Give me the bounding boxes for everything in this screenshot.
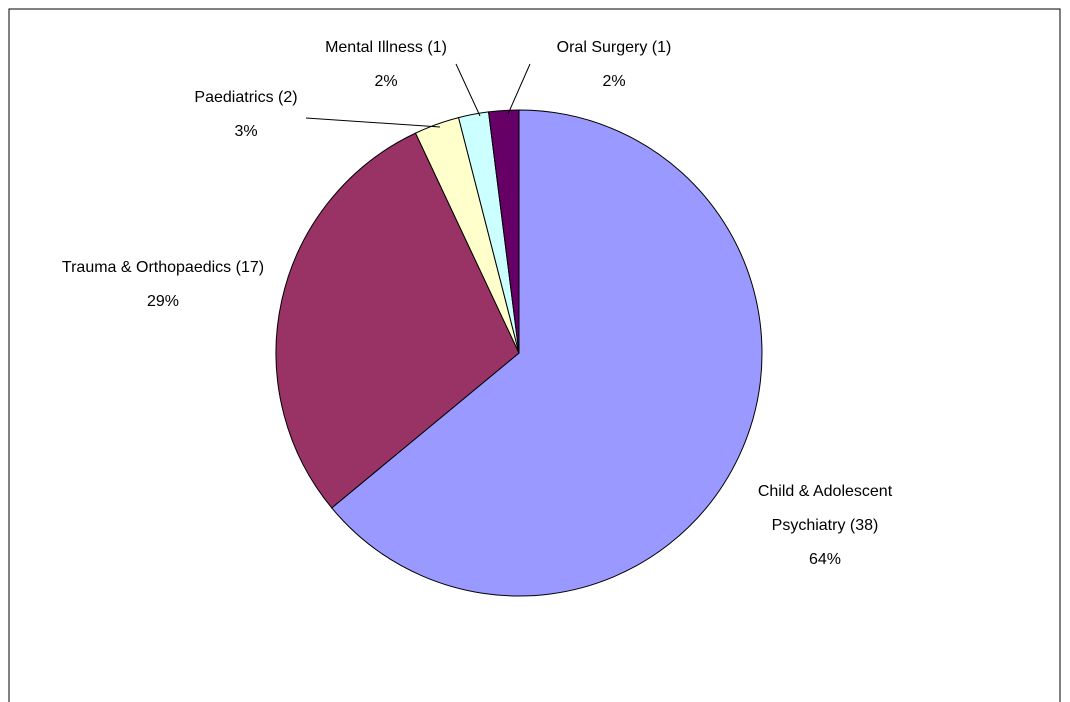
pie-slice xyxy=(487,109,520,354)
category-label: Mental Illness (1) xyxy=(325,39,447,56)
value-label: 2% xyxy=(374,73,398,90)
category-label: Paediatrics (2) xyxy=(194,89,298,106)
slice-label: Oral Surgery (1) 2% xyxy=(514,31,714,99)
category-label: Oral Surgery (1) xyxy=(556,39,672,56)
leader-line xyxy=(455,63,481,117)
leader-line xyxy=(507,63,531,115)
leader-line xyxy=(305,117,441,128)
value-label: 64% xyxy=(808,551,842,568)
pie xyxy=(275,109,763,597)
slice-label: Trauma & Orthopaedics (17) 29% xyxy=(57,251,269,319)
value-label: 2% xyxy=(602,73,626,90)
value-label: 3% xyxy=(234,123,258,140)
category-label: Trauma & Orthopaedics (17) xyxy=(61,259,265,276)
slice-label: Paediatrics (2) 3% xyxy=(146,81,346,149)
value-label: 29% xyxy=(146,293,180,310)
slice-label: Mental Illness (1) 2% xyxy=(286,31,486,99)
slice-label: Child & Adolescent Psychiatry (38) 64% xyxy=(738,475,913,577)
chart-frame xyxy=(8,8,1061,702)
pie-slice xyxy=(275,132,520,509)
pie-slice xyxy=(331,109,763,597)
category-label: Child & Adolescent Psychiatry (38) xyxy=(757,483,893,534)
